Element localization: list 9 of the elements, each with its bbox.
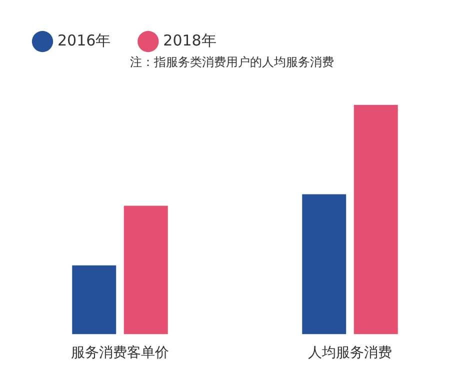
- bar: [354, 104, 398, 334]
- text: 注：指服务类消费用户的人均服务消费: [130, 55, 334, 70]
- bar: [124, 206, 168, 334]
- bar: [302, 194, 346, 334]
- legend-label: 2018年: [163, 31, 216, 50]
- x-tick-label: 服务消费客单价: [71, 345, 169, 362]
- legend-label: 2016年: [58, 31, 111, 50]
- x-tick-label: 人均服务消费: [308, 345, 392, 362]
- bar: [72, 265, 116, 334]
